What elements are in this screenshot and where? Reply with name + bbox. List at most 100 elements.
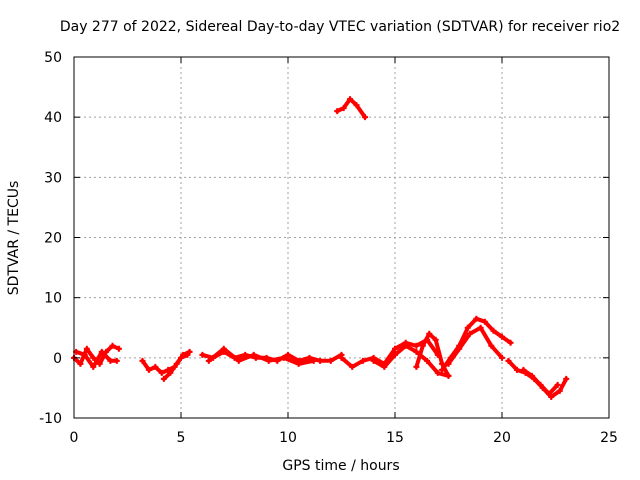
data-point [392, 345, 398, 352]
data-point [340, 105, 347, 112]
y-tick-label: 10 [44, 291, 62, 307]
data-point [317, 357, 324, 364]
data-point [362, 114, 369, 121]
x-tick-label: 15 [386, 430, 404, 446]
data-point [235, 357, 242, 364]
data-point [445, 372, 452, 379]
data-point [432, 336, 439, 343]
axis-ticks: 0 5 10 15 20 25 -10 0 10 20 30 40 50 [39, 50, 618, 446]
data-point [167, 369, 174, 376]
data-point [115, 345, 122, 352]
data-point [265, 357, 272, 364]
data-point [520, 366, 527, 373]
x-tick-label: 10 [279, 430, 297, 446]
data-point [310, 357, 317, 364]
data-point [186, 348, 193, 355]
data-series [71, 96, 570, 400]
data-point [548, 393, 555, 400]
data-point [413, 342, 420, 349]
data-point [109, 342, 116, 349]
data-point [205, 357, 212, 364]
data-point [349, 363, 356, 370]
data-point [295, 360, 302, 367]
data-point [280, 354, 287, 361]
series-line [446, 325, 504, 366]
data-point [456, 345, 463, 352]
data-point [464, 324, 471, 331]
data-point [563, 375, 570, 382]
chart-title: Day 277 of 2022, Sidereal Day-to-day VTE… [60, 19, 620, 35]
y-axis-label: SDTVAR / TECUs [6, 181, 22, 296]
data-point [537, 381, 544, 388]
data-point [327, 357, 334, 364]
data-point [160, 375, 167, 382]
data-point [473, 315, 480, 322]
y-tick-label: 20 [44, 231, 62, 247]
data-point [220, 345, 227, 352]
data-point [81, 351, 88, 358]
series-arc-5b [370, 342, 452, 379]
data-point [381, 363, 388, 370]
x-tick-label: 25 [600, 430, 618, 446]
data-point [424, 357, 431, 364]
data-point [285, 351, 291, 358]
data-point [83, 345, 90, 352]
x-tick-label: 5 [177, 430, 186, 446]
series-arc-2b [160, 348, 193, 382]
data-point [98, 348, 105, 355]
data-point [499, 354, 505, 361]
data-point [392, 351, 398, 358]
data-point [139, 357, 146, 364]
data-point [439, 366, 446, 373]
series-arc-4 [334, 96, 369, 121]
series-line [371, 343, 451, 378]
data-point [488, 342, 495, 349]
data-point [96, 360, 103, 367]
y-tick-label: 0 [53, 351, 62, 367]
data-point [113, 357, 120, 364]
data-point [556, 387, 563, 394]
data-point [90, 354, 97, 361]
data-point [77, 360, 84, 367]
data-point [158, 369, 165, 376]
data-point [477, 324, 484, 331]
y-tick-label: 50 [44, 50, 62, 66]
y-tick-label: -10 [39, 411, 62, 427]
data-point [481, 318, 488, 325]
series-line [339, 337, 440, 369]
y-tick-label: 40 [44, 110, 62, 126]
data-point [402, 342, 409, 349]
data-point [413, 363, 420, 370]
data-point [145, 366, 152, 373]
data-point [419, 342, 426, 349]
series-arc-1b [73, 348, 120, 370]
data-point [513, 366, 520, 373]
x-tick-label: 20 [493, 430, 511, 446]
x-axis-label: GPS time / hours [282, 458, 399, 474]
data-point [173, 360, 180, 367]
data-point [426, 330, 433, 337]
data-point [250, 351, 257, 358]
data-point [499, 333, 505, 340]
data-point [152, 363, 159, 370]
data-point [490, 327, 497, 334]
y-tick-label: 30 [44, 170, 62, 186]
data-point [445, 360, 452, 367]
series-arc-7b [445, 324, 505, 367]
data-point [370, 357, 377, 364]
data-point [528, 372, 535, 379]
data-point [505, 357, 512, 364]
data-point [554, 381, 561, 388]
data-point [338, 354, 345, 361]
x-tick-label: 0 [70, 430, 79, 446]
data-point [199, 351, 206, 358]
series-arc-8b [520, 366, 561, 397]
data-point [507, 339, 514, 346]
data-point [359, 357, 366, 364]
data-point [466, 330, 473, 337]
data-point [90, 363, 97, 370]
data-point [413, 348, 420, 355]
data-point [334, 108, 341, 115]
data-point [434, 369, 441, 376]
